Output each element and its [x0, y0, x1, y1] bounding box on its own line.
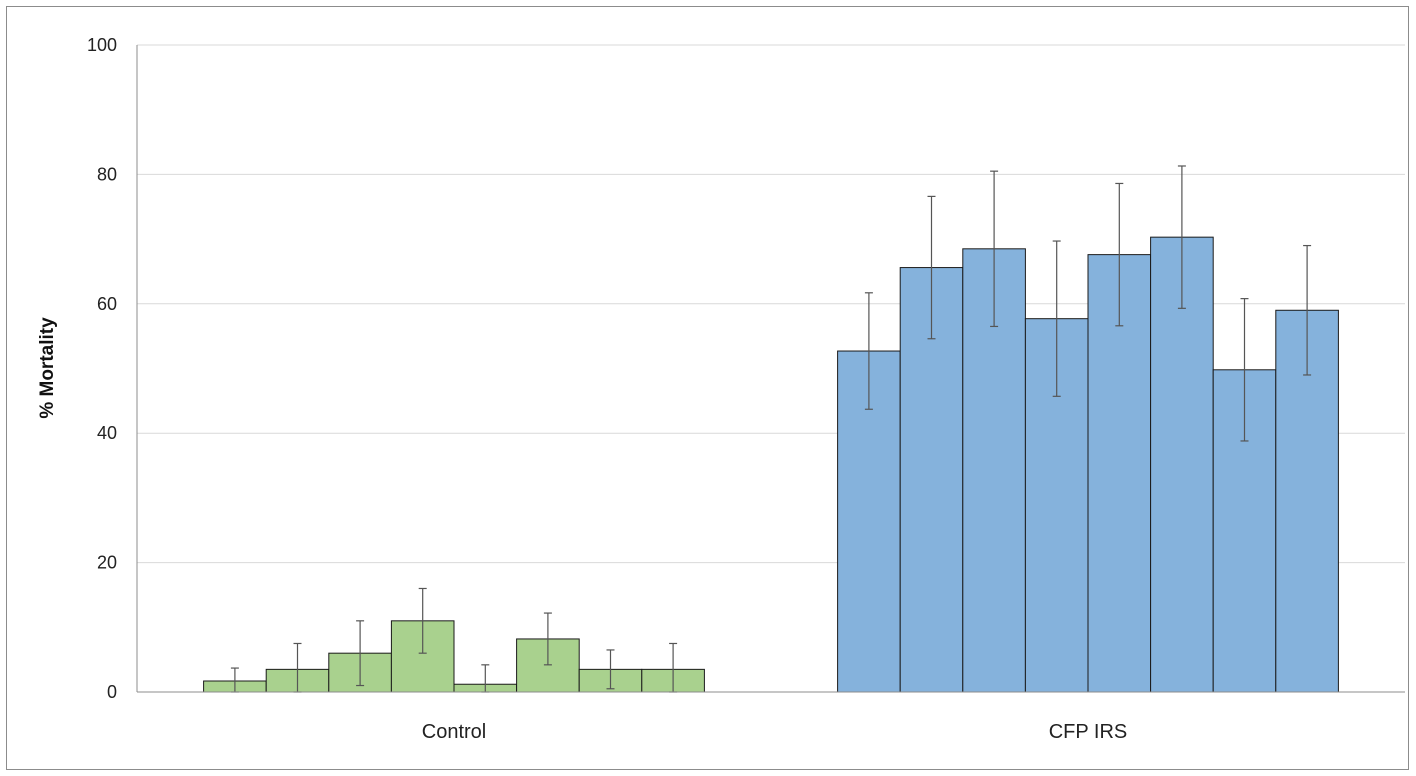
error-bar-cfp-irs-7 — [1240, 298, 1249, 442]
bars — [203, 236, 1339, 693]
error-bar-cfp-irs-5 — [1115, 182, 1124, 327]
y-tick-100: 100 — [87, 35, 117, 55]
error-bar-control-4 — [418, 587, 427, 654]
error-bar-cfp-irs-8 — [1303, 244, 1312, 376]
category-labels: Control CFP IRS — [422, 721, 1128, 743]
y-tick-0: 0 — [107, 682, 117, 702]
category-label-cfp-irs: CFP IRS — [1049, 721, 1128, 743]
bar-cfp-irs-5 — [1087, 254, 1152, 693]
error-bar-cfp-irs-2 — [927, 195, 936, 340]
error-bar-cfp-irs-1 — [864, 292, 873, 410]
error-bar-cfp-irs-6 — [1177, 165, 1186, 309]
y-tick-40: 40 — [97, 423, 117, 443]
error-bar-control-3 — [356, 620, 365, 687]
category-label-control: Control — [422, 721, 486, 743]
y-tick-80: 80 — [97, 164, 117, 184]
error-bar-cfp-irs-4 — [1052, 240, 1061, 397]
y-tick-60: 60 — [97, 294, 117, 314]
y-axis-label: % Mortality — [37, 317, 58, 419]
error-bar-cfp-irs-3 — [990, 170, 999, 328]
error-bar-control-6 — [543, 612, 552, 666]
error-bar-control-7 — [606, 649, 615, 690]
y-tick-labels: 0 20 40 60 80 100 — [87, 35, 117, 702]
y-tick-20: 20 — [97, 553, 117, 573]
